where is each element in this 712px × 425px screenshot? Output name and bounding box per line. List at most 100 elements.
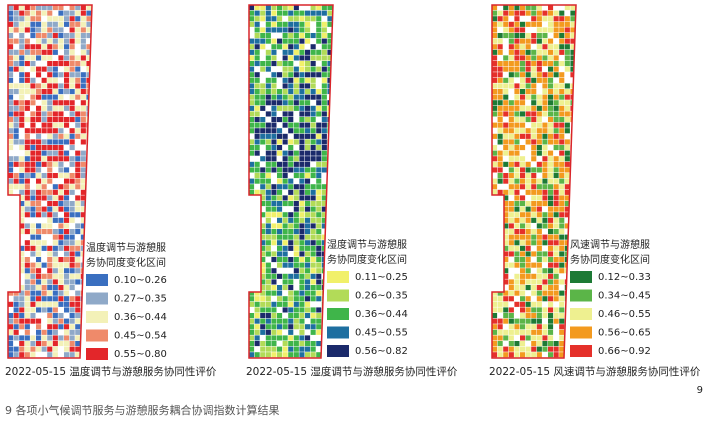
map-cell [559, 49, 565, 55]
map-cell [13, 100, 19, 106]
map-cell [299, 212, 305, 218]
map-cell [525, 5, 531, 11]
map-cell [75, 335, 81, 341]
map-cell [58, 122, 64, 128]
map-cell [19, 111, 25, 117]
map-cell [36, 296, 42, 302]
map-cell [277, 201, 283, 207]
map-cell [559, 324, 565, 330]
map-cell [282, 195, 288, 201]
map-cell [508, 161, 514, 167]
map-cell [508, 296, 514, 302]
map-cell [64, 245, 70, 251]
map-cell [542, 296, 548, 302]
map-cell [514, 94, 520, 100]
map-cell [520, 77, 526, 83]
map-cell [299, 318, 305, 324]
map-cell [277, 352, 283, 358]
map-cell [305, 352, 311, 358]
map-cell [64, 324, 70, 330]
map-cell [548, 245, 554, 251]
map-cell [299, 156, 305, 162]
map-cell [282, 279, 288, 285]
legend-title: 风速调节与游憩服 [570, 238, 650, 251]
map-cell [92, 5, 97, 10]
map-cell [531, 89, 537, 95]
map-cell [271, 61, 277, 67]
map-cell [492, 10, 498, 16]
map-cell [310, 94, 316, 100]
map-cell [271, 83, 277, 89]
map-cell [288, 290, 294, 296]
map-cell [47, 296, 53, 302]
map-cell [69, 301, 75, 307]
map-cell [497, 161, 503, 167]
map-cell [64, 178, 70, 184]
map-cell [559, 217, 565, 223]
map-cell [47, 167, 53, 173]
map-cell [254, 21, 260, 27]
map-cell [553, 133, 559, 139]
map-cell [520, 223, 526, 229]
map-cell [553, 83, 559, 89]
map-cell [564, 111, 570, 117]
map-cell [305, 145, 311, 151]
map-cell [254, 128, 260, 134]
map-cell [316, 161, 322, 167]
map-cell [520, 307, 526, 313]
map-cell [542, 279, 548, 285]
map-cell [542, 128, 548, 134]
map-cell [64, 335, 70, 341]
map-cell [531, 178, 537, 184]
map-cell [508, 223, 514, 229]
map-cell [80, 173, 86, 179]
map-cell [288, 324, 294, 330]
map-cell [305, 189, 311, 195]
map-cell [249, 257, 255, 263]
map-cell [293, 301, 299, 307]
map-cell [576, 44, 581, 49]
map-cell [80, 346, 86, 352]
map-cell [282, 5, 288, 11]
map-cell [13, 324, 19, 330]
map-mosaic [249, 5, 333, 358]
map-cell [265, 38, 271, 44]
map-cell [254, 206, 260, 212]
map-cell [492, 150, 498, 156]
map-cell [19, 212, 25, 218]
map-cell [47, 27, 53, 33]
map-cell [536, 301, 542, 307]
map-cell [310, 251, 316, 257]
map-cell [19, 61, 25, 67]
map-cell [305, 195, 311, 201]
map-cell [64, 217, 70, 223]
map-cell [553, 195, 559, 201]
map-cell [282, 33, 288, 39]
map-cell [69, 21, 75, 27]
map-cell [30, 307, 36, 313]
map-cell [503, 128, 509, 134]
map-cell [536, 240, 542, 246]
map-cell [316, 273, 322, 279]
map-cell [254, 5, 260, 11]
legend-label: 0.46~0.55 [598, 309, 651, 320]
map-cell [41, 301, 47, 307]
map-cell [36, 55, 42, 61]
map-cell [553, 273, 559, 279]
map-cell [310, 111, 316, 117]
map-cell [559, 212, 565, 218]
map-cell [249, 251, 255, 257]
map-cell [8, 55, 14, 61]
map-cell [288, 139, 294, 145]
map-cell [536, 117, 542, 123]
legend-swatch [86, 274, 108, 286]
map-cell [542, 195, 548, 201]
map-cell [30, 201, 36, 207]
map-cell [531, 206, 537, 212]
map-cell [492, 133, 498, 139]
map-cell [316, 145, 322, 151]
map-cell [254, 307, 260, 313]
map-cell [254, 33, 260, 39]
map-cell [69, 234, 75, 240]
map-cell [265, 27, 271, 33]
